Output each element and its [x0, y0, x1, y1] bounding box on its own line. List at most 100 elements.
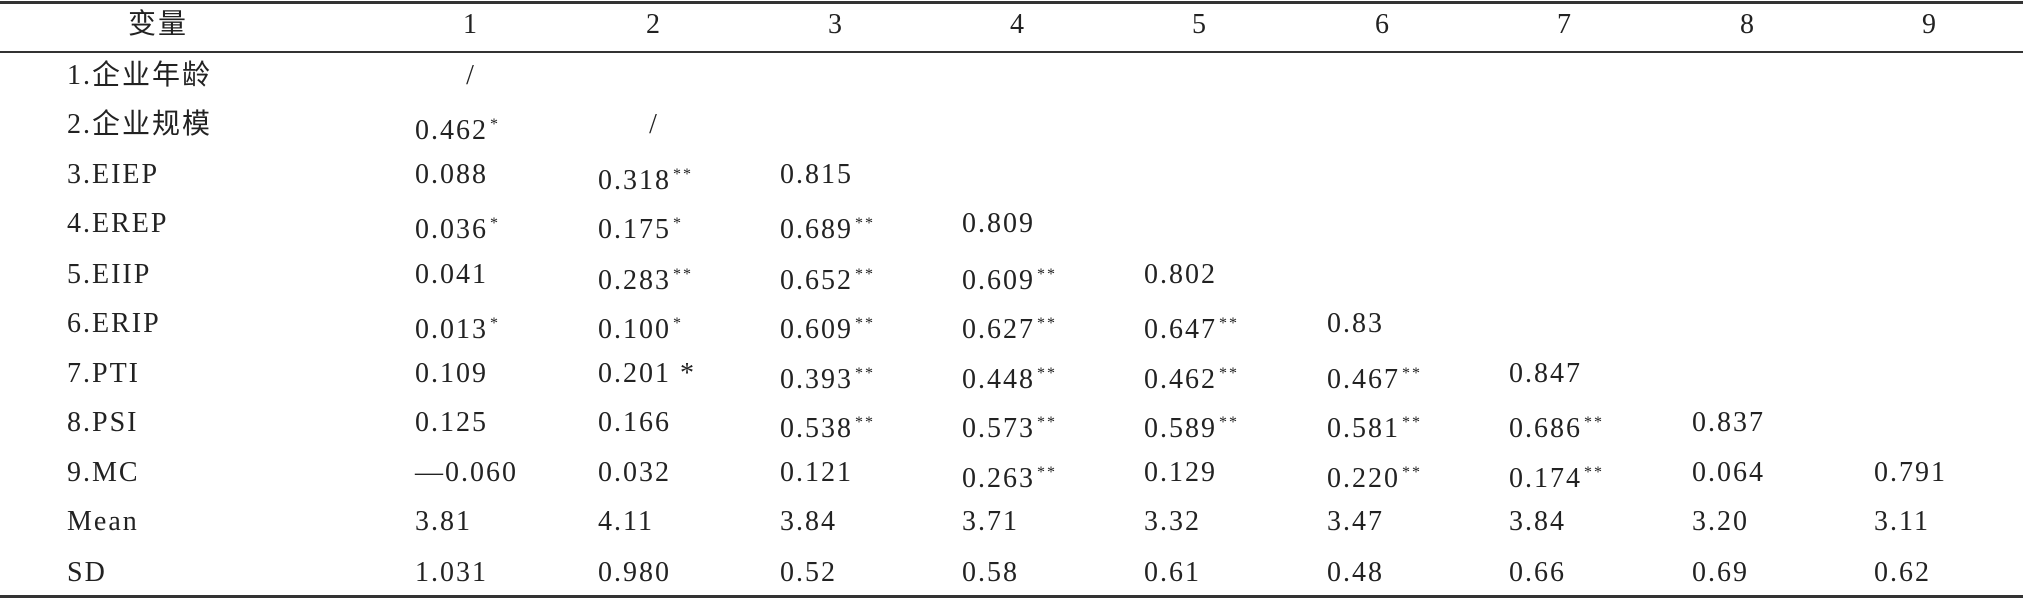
cell: 0.52 — [780, 556, 837, 590]
cell: 0.013 * — [415, 307, 500, 347]
cell: 0.166 — [598, 406, 671, 440]
significance: * — [673, 315, 683, 332]
cell: 0.62 — [1874, 556, 1931, 590]
cell: 0.686 ** — [1509, 406, 1604, 446]
top-rule — [0, 1, 2023, 4]
row-label: 1.企业年龄 — [67, 60, 213, 91]
significance: ** — [1584, 464, 1604, 481]
cell-value: 0.129 — [1144, 457, 1217, 488]
significance: ** — [855, 414, 875, 431]
cell: —0.060 — [415, 456, 518, 490]
cell: 0.652 ** — [780, 258, 875, 298]
header-cell: 3 — [828, 9, 844, 40]
cell: 3.71 — [962, 505, 1019, 539]
cell: 0.809 — [962, 207, 1035, 241]
cell: 0.61 — [1144, 556, 1201, 590]
significance: ** — [1402, 414, 1422, 431]
cell-value: 0.174 — [1509, 463, 1582, 494]
cell: 0.609 ** — [780, 307, 875, 347]
cell-value: 0.652 — [780, 265, 853, 296]
cell-value: 0.175 — [598, 214, 671, 245]
cell-value: 0.467 — [1327, 364, 1400, 395]
cell: 0.609 ** — [962, 258, 1057, 298]
cell-value: 3.81 — [415, 506, 472, 537]
cell: 0.121 — [780, 456, 853, 490]
cell: 0.462 ** — [1144, 357, 1239, 397]
cell: 3.84 — [1509, 505, 1566, 539]
significance: ** — [673, 266, 693, 283]
significance: ** — [855, 266, 875, 283]
cell: 0.647 ** — [1144, 307, 1239, 347]
cell: 0.283 ** — [598, 258, 693, 298]
cell: 0.318 ** — [598, 158, 693, 198]
cell-value: 0.283 — [598, 265, 671, 296]
cell: 1.031 — [415, 556, 488, 590]
cell-value: 0.064 — [1692, 457, 1765, 488]
cell: 0.201 * — [598, 357, 696, 391]
cell-value: 0.62 — [1874, 557, 1931, 588]
significance: ** — [1219, 414, 1239, 431]
cell-value: 0.689 — [780, 214, 853, 245]
cell: 0.847 — [1509, 357, 1582, 391]
cell-value: 3.32 — [1144, 506, 1201, 537]
row-label: 5.EIIP — [67, 259, 152, 290]
significance: ** — [1037, 464, 1057, 481]
cell-value: 0.201 * — [598, 358, 696, 389]
cell-value: 0.69 — [1692, 557, 1749, 588]
cell-value: / — [649, 109, 659, 140]
header-rule — [0, 51, 2023, 53]
cell-value: 0.61 — [1144, 557, 1201, 588]
cell: / — [466, 59, 476, 93]
cell-value: 4.11 — [598, 506, 654, 537]
cell: 3.81 — [415, 505, 472, 539]
significance: * — [490, 215, 500, 232]
row-label: 7.PTI — [67, 358, 140, 389]
cell: 0.581 ** — [1327, 406, 1422, 446]
cell: 0.448 ** — [962, 357, 1057, 397]
cell-value: 0.220 — [1327, 463, 1400, 494]
cell: 0.109 — [415, 357, 488, 391]
cell-value: 0.581 — [1327, 413, 1400, 444]
header-cell: 1 — [463, 9, 479, 40]
cell-value: 0.802 — [1144, 259, 1217, 290]
cell-value: 0.48 — [1327, 557, 1384, 588]
cell: 0.175 * — [598, 207, 683, 247]
cell-value: 0.013 — [415, 314, 488, 345]
cell: 0.064 — [1692, 456, 1765, 490]
cell-value: 0.66 — [1509, 557, 1566, 588]
cell: 3.84 — [780, 505, 837, 539]
cell-value: 0.036 — [415, 214, 488, 245]
cell-value: 0.686 — [1509, 413, 1582, 444]
cell-value: 0.627 — [962, 314, 1035, 345]
cell: 0.802 — [1144, 258, 1217, 292]
bottom-rule — [0, 595, 2023, 598]
cell: 0.69 — [1692, 556, 1749, 590]
header-cell: 7 — [1557, 9, 1573, 40]
header-cell: 9 — [1922, 9, 1938, 40]
cell-value: 0.393 — [780, 364, 853, 395]
cell-value: 0.809 — [962, 208, 1035, 239]
cell: 0.032 — [598, 456, 671, 490]
significance: ** — [1584, 414, 1604, 431]
cell-value: 3.20 — [1692, 506, 1749, 537]
cell: 0.125 — [415, 406, 488, 440]
cell: 0.041 — [415, 258, 488, 292]
significance: ** — [1402, 365, 1422, 382]
cell: 0.815 — [780, 158, 853, 192]
significance: ** — [1037, 266, 1057, 283]
cell: 0.129 — [1144, 456, 1217, 490]
cell: 0.66 — [1509, 556, 1566, 590]
row-label: 6.ERIP — [67, 308, 161, 339]
cell: 0.627 ** — [962, 307, 1057, 347]
cell: 0.538 ** — [780, 406, 875, 446]
cell: 4.11 — [598, 505, 654, 539]
cell-value: 0.791 — [1874, 457, 1947, 488]
cell: 0.791 — [1874, 456, 1947, 490]
cell-value: 0.088 — [415, 159, 488, 190]
cell: / — [649, 108, 659, 142]
cell-value: 3.84 — [1509, 506, 1566, 537]
header-cell: 6 — [1375, 9, 1391, 40]
row-label: 9.MC — [67, 457, 140, 488]
cell-value: 3.11 — [1874, 506, 1930, 537]
